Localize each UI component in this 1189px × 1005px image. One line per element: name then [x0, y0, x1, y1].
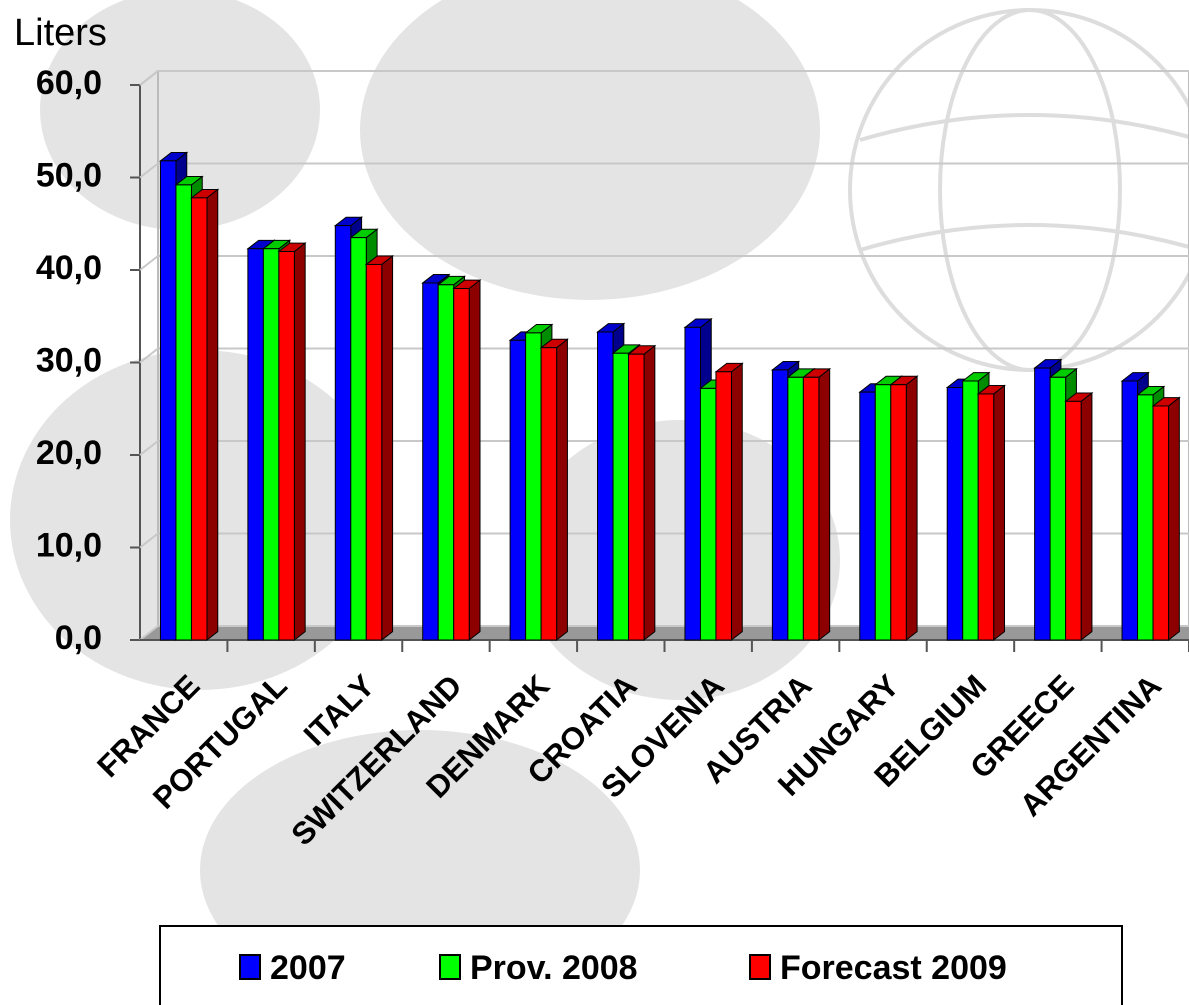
bar [278, 251, 295, 641]
bar [540, 347, 558, 641]
bar [859, 391, 876, 641]
bar [684, 326, 701, 641]
bar [175, 184, 192, 641]
bar [946, 386, 964, 641]
bar-side [818, 367, 831, 642]
bar-side [468, 279, 481, 642]
y-tick-label: 0,0 [55, 619, 102, 657]
globe-meridian [938, 8, 1122, 372]
bar [1065, 400, 1082, 641]
grid-line-depth [139, 532, 159, 549]
globe [848, 8, 1189, 372]
bar [190, 197, 208, 641]
blob [40, 0, 320, 230]
bar [977, 393, 995, 641]
bar [365, 263, 383, 641]
bar [1034, 367, 1051, 641]
bar-side [556, 338, 568, 642]
bar-side [730, 362, 743, 642]
grid-line-depth [139, 255, 159, 271]
bar [334, 225, 352, 641]
bar [874, 384, 892, 641]
bar [1137, 394, 1154, 641]
legend-label: Prov. 2008 [470, 949, 638, 987]
y-tick-label: 40,0 [36, 249, 102, 287]
globe-outline [848, 8, 1189, 372]
bar [771, 369, 789, 641]
bar [628, 353, 645, 641]
bar [612, 352, 630, 641]
bar-side [1168, 396, 1180, 642]
grid-line-depth [139, 625, 159, 641]
y-tick-label: 20,0 [36, 434, 102, 472]
legend-swatch [749, 954, 771, 980]
bar [262, 248, 280, 641]
axis-title: Liters [14, 12, 107, 54]
legend-swatch [239, 954, 261, 980]
bar [1152, 405, 1170, 641]
bar [247, 248, 264, 641]
floor [140, 626, 1189, 640]
bar-side [381, 255, 394, 642]
legend-label: Forecast 2009 [780, 949, 1007, 987]
bar [525, 332, 542, 641]
bar [509, 339, 527, 641]
grid-line-depth [139, 70, 159, 86]
y-tick-label: 60,0 [36, 64, 102, 102]
bar-side [1080, 391, 1093, 642]
bar [597, 331, 614, 641]
legend-swatch [439, 954, 461, 980]
bar [890, 384, 907, 641]
bar [437, 284, 455, 641]
globe-parallel [859, 113, 1189, 252]
bar-side [905, 375, 918, 642]
bar-side [206, 188, 219, 642]
grid-line-depth [139, 162, 159, 179]
bar [699, 387, 717, 641]
bar [1049, 376, 1067, 641]
bar [802, 376, 820, 641]
bar [1121, 380, 1139, 641]
bar [350, 237, 367, 641]
bar [787, 376, 804, 641]
blob [360, 0, 820, 300]
bar [422, 282, 439, 641]
grid-line-depth [139, 347, 159, 364]
grid-line-depth [139, 440, 159, 456]
y-tick-label: 10,0 [36, 526, 102, 564]
bar [962, 380, 979, 641]
bar [715, 371, 732, 641]
y-tick-label: 30,0 [36, 341, 102, 379]
bar [159, 160, 177, 641]
legend-box [159, 925, 1123, 1005]
bar-side [293, 242, 306, 642]
legend-label: 2007 [270, 949, 346, 987]
bar [453, 288, 470, 641]
bar-side [993, 384, 1006, 642]
y-tick-label: 50,0 [36, 156, 102, 194]
bar-side [643, 344, 656, 642]
